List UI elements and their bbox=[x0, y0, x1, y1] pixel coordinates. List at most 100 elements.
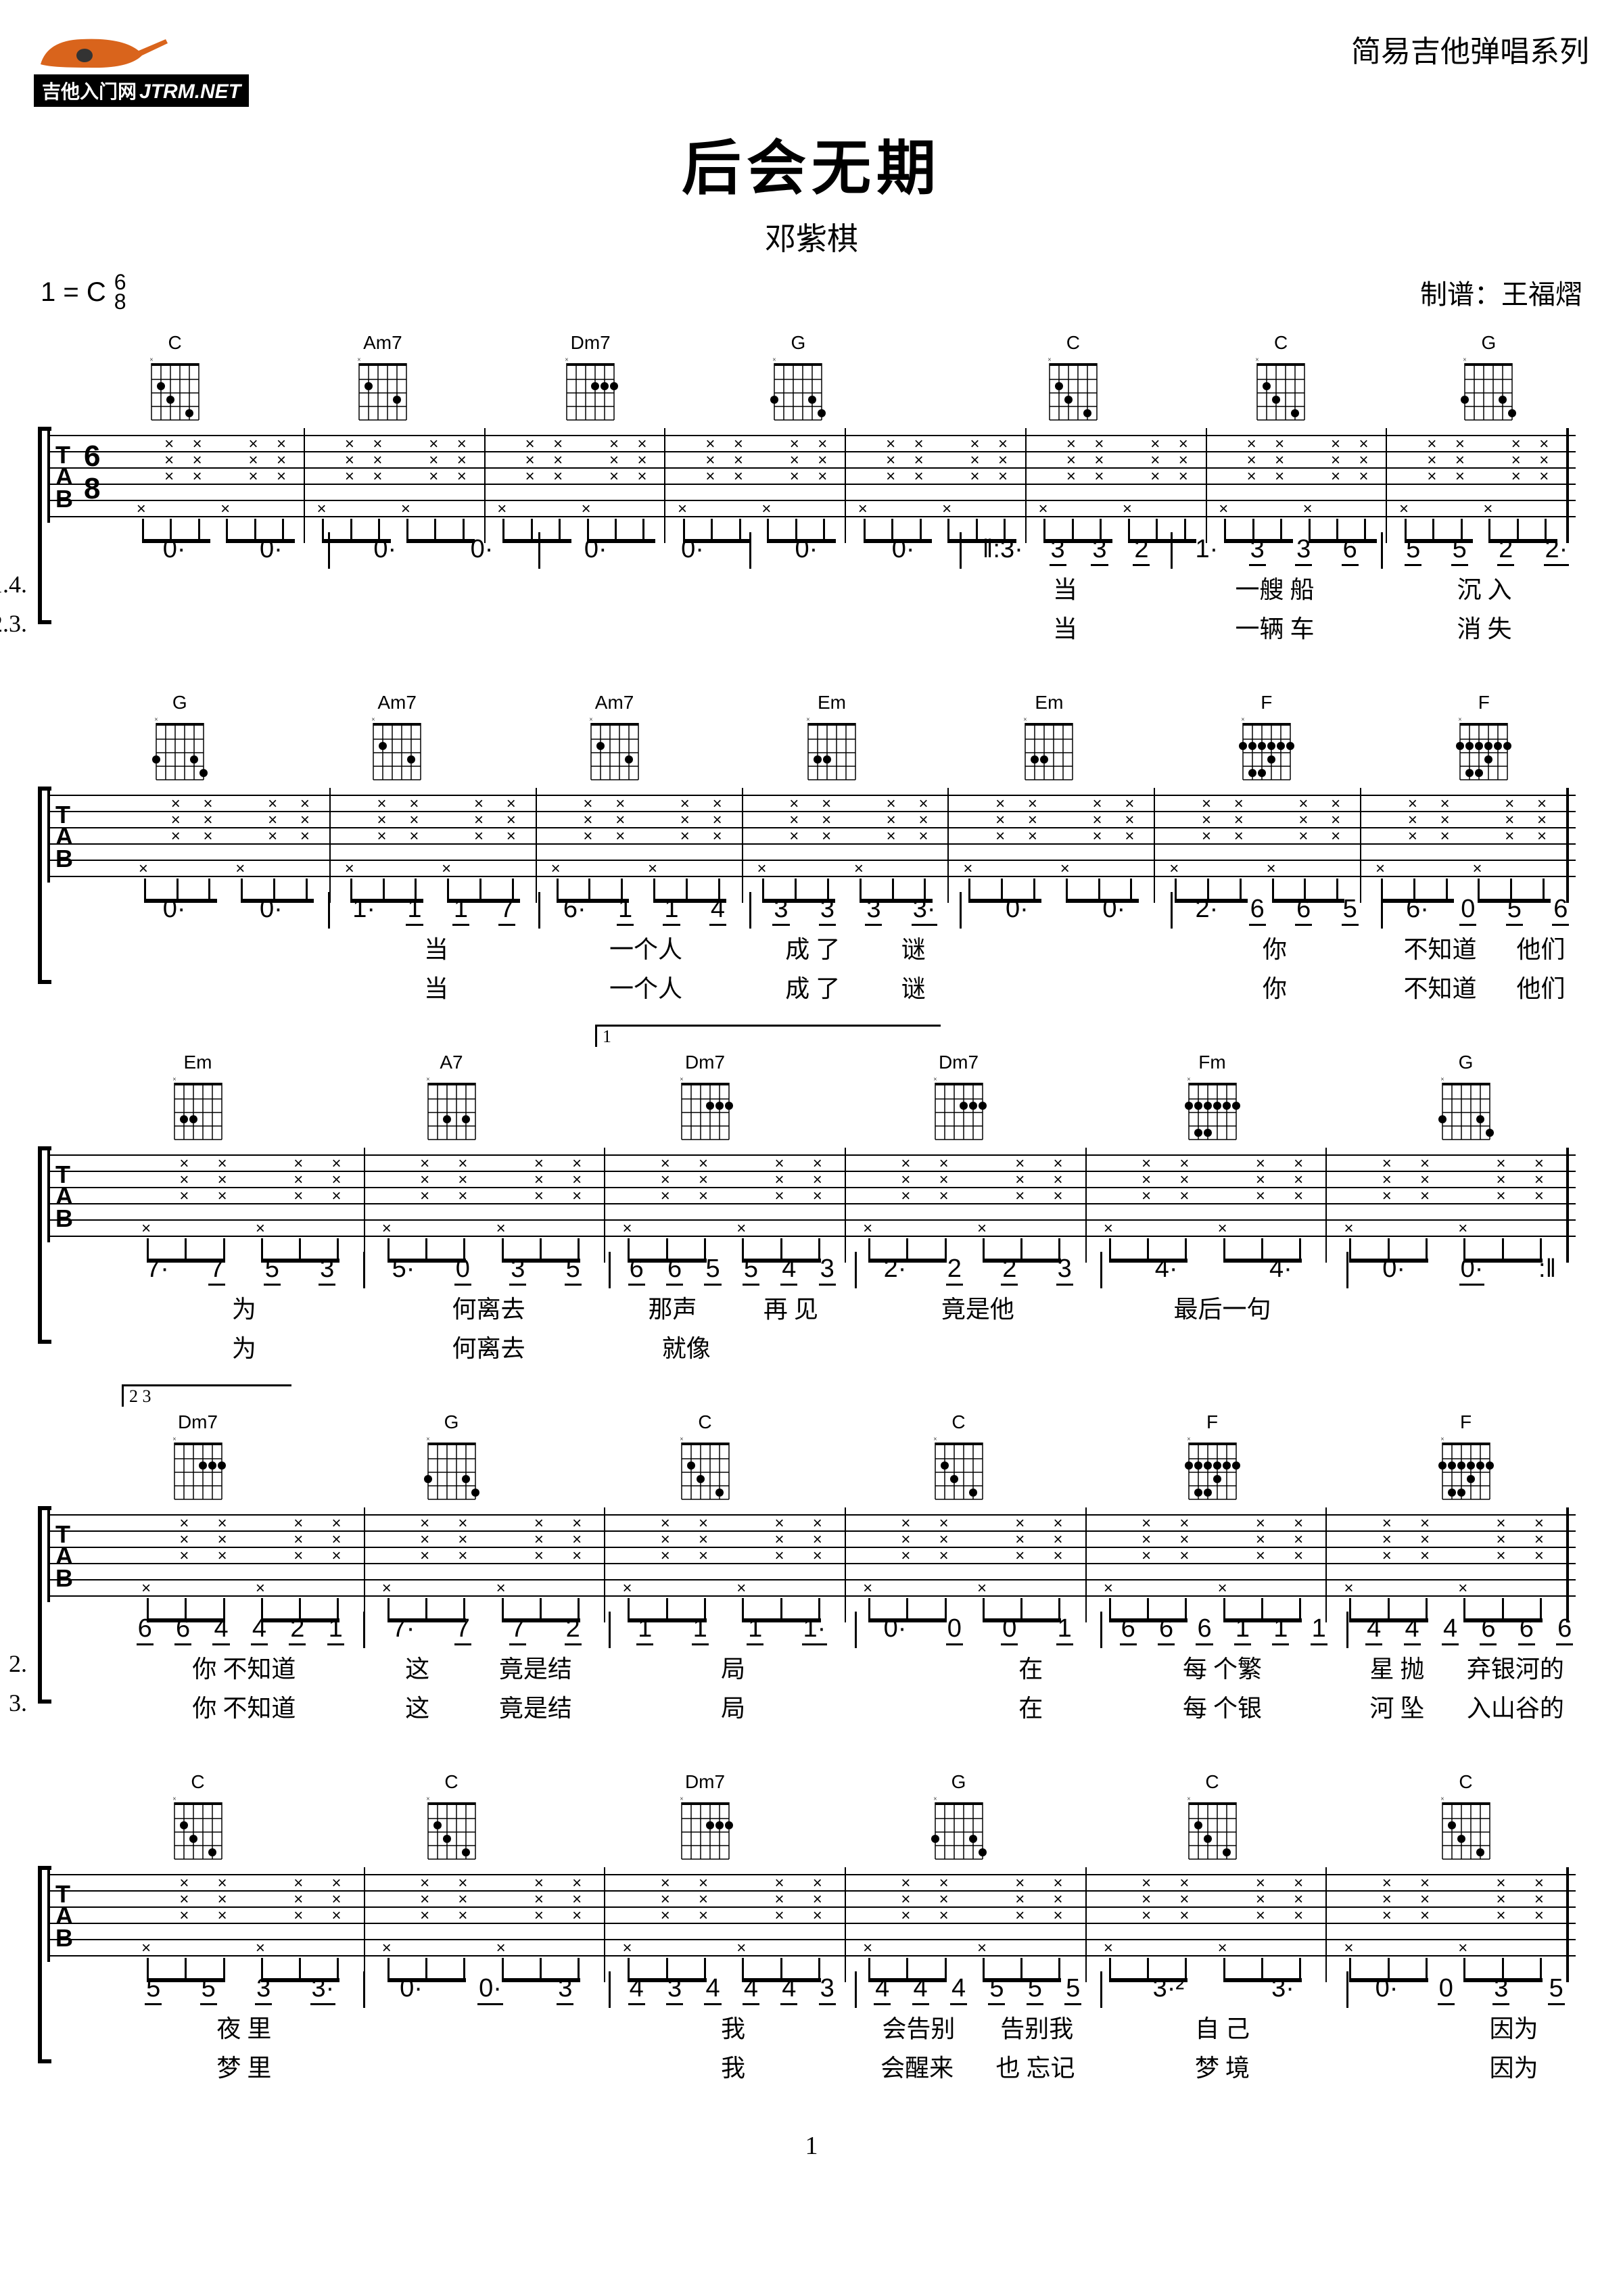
jianpu-note: 1 bbox=[1234, 1614, 1251, 1645]
chord-slot: Em× bbox=[726, 692, 937, 784]
volta-bracket: 1 bbox=[595, 1025, 941, 1047]
system: Em×A7×Dm7×Dm7×Fm×G×1TAB×××××××××××××××××… bbox=[34, 1052, 1589, 1364]
chord-slot: G× bbox=[698, 332, 899, 424]
jianpu-note: 1 bbox=[406, 895, 423, 926]
tab-bar: ×××××××××××××× bbox=[124, 788, 331, 903]
lyric-syllable: 这 bbox=[405, 1649, 429, 1685]
tab-bar: ×××××××××××××× bbox=[1387, 428, 1569, 543]
chord-name: C bbox=[1066, 332, 1080, 354]
chord-slot: C× bbox=[582, 1411, 828, 1503]
barline bbox=[538, 892, 540, 929]
barline bbox=[538, 532, 540, 569]
jianpu-note: 4 bbox=[912, 1974, 929, 2005]
jianpu-row: 7·7535·0356655432·2234·4·0·0·:‖ bbox=[34, 1255, 1589, 1286]
chord-name: Am7 bbox=[595, 692, 634, 713]
jianpu-bar: ‖:3·332 bbox=[964, 535, 1168, 566]
jianpu-note: 5 bbox=[988, 1974, 1005, 2005]
jianpu-bar: 444555 bbox=[860, 1974, 1098, 2005]
tab-bar: ×××××××××××××× bbox=[1327, 1507, 1569, 1622]
lyric-bar bbox=[960, 969, 1170, 1004]
jianpu-bar: 5522· bbox=[1386, 535, 1589, 566]
tab-staff: TAB×××××××××××××××××××××××××××××××××××××… bbox=[47, 1148, 1576, 1242]
lyric-bar: 在 bbox=[855, 1689, 1100, 1724]
svg-text:×: × bbox=[680, 1436, 684, 1443]
lyric-syllable: 消 失 bbox=[1457, 609, 1511, 645]
jianpu-note: 1· bbox=[802, 1614, 828, 1645]
jianpu-note: 4 bbox=[780, 1255, 797, 1286]
jianpu-note: 7 bbox=[454, 1614, 471, 1645]
jianpu-note: 2· bbox=[883, 1255, 908, 1286]
jianpu-note: 1 bbox=[663, 895, 680, 926]
jianpu-note: 0· bbox=[1459, 1255, 1485, 1286]
system: C×Am7×Dm7×G×C×C×G×TAB68×××××××××××××××××… bbox=[34, 332, 1589, 645]
jianpu-note: 1 bbox=[747, 1614, 763, 1645]
jianpu-note: 3 bbox=[819, 895, 836, 926]
jianpu-note: 2· bbox=[1194, 895, 1220, 926]
jianpu-note: 0· bbox=[793, 535, 819, 566]
logo-en: JTRM.NET bbox=[139, 80, 241, 103]
song-title: 后会无期 bbox=[34, 120, 1589, 206]
lyric-syllable: 每 个银 bbox=[1183, 1689, 1262, 1724]
lyric-bar: 自 己 bbox=[1100, 2009, 1345, 2044]
guitar-icon bbox=[34, 27, 169, 74]
chord-slot: Fm× bbox=[1089, 1052, 1336, 1144]
chord-row: Em×A7×Dm7×Dm7×Fm×G× bbox=[34, 1052, 1589, 1144]
lyric-bar bbox=[367, 2048, 611, 2084]
tab-bar: ×××××××××××××× bbox=[846, 1867, 1087, 1982]
lyric-syllable: 不知道 bbox=[1403, 969, 1476, 1004]
svg-text:×: × bbox=[1187, 1436, 1191, 1443]
lyric-bar: 一个人 bbox=[541, 930, 751, 965]
barline bbox=[855, 1971, 857, 2008]
jianpu-note: 0· bbox=[883, 1614, 908, 1645]
lyric-syllable: 每 个繁 bbox=[1183, 1649, 1262, 1685]
verse-number: 2. bbox=[0, 1649, 32, 1678]
jianpu-bar: 5533· bbox=[122, 1974, 360, 2005]
jianpu-note: :‖ bbox=[1537, 1255, 1557, 1286]
tab-clef: TAB bbox=[55, 1883, 73, 1949]
lyric-syllable: 当 bbox=[1053, 570, 1077, 605]
lyric-syllable: 我 bbox=[721, 2048, 745, 2084]
lyric-syllable: 河 坠 bbox=[1370, 1689, 1425, 1724]
chord-slot: C× bbox=[74, 332, 275, 424]
jianpu-note: 3 bbox=[255, 1974, 272, 2005]
jianpu-note: 6 bbox=[666, 1255, 683, 1286]
barline bbox=[960, 892, 962, 929]
barline bbox=[609, 1612, 611, 1648]
lyric-syllable: 谜 bbox=[901, 930, 926, 965]
tab-bar: ×××××××××××××× bbox=[365, 1867, 606, 1982]
jianpu-note: 5 bbox=[264, 1255, 281, 1286]
jianpu-note: 7 bbox=[509, 1614, 526, 1645]
logo-cn: 吉他入门网 bbox=[42, 77, 137, 104]
jianpu-note: 6 bbox=[174, 1614, 191, 1645]
chord-slot: Am7× bbox=[282, 332, 483, 424]
jianpu-note: 1 bbox=[327, 1614, 344, 1645]
svg-text:×: × bbox=[773, 356, 777, 364]
lyric-syllable: 那声 bbox=[649, 1290, 697, 1325]
lyric-syllable: 何离去 bbox=[452, 1290, 525, 1325]
tab-bar: ×××××××××××××× bbox=[605, 1148, 846, 1263]
lyric-syllable: 你 不知道 bbox=[192, 1649, 296, 1685]
jianpu-note: 4 bbox=[743, 1974, 759, 2005]
jianpu-note: 6 bbox=[137, 1614, 154, 1645]
barline bbox=[960, 532, 962, 569]
header: 吉他入门网 JTRM.NET 简易吉他弹唱系列 bbox=[34, 27, 1589, 107]
chord-row: C×C×Dm7×G×C×C× bbox=[34, 1771, 1589, 1863]
chord-name: C bbox=[698, 1411, 711, 1433]
jianpu-note: 7· bbox=[391, 1614, 417, 1645]
tab-bar: ×××××××××××××× bbox=[1087, 1507, 1327, 1622]
jianpu-note: 3 bbox=[509, 1255, 526, 1286]
tab-bar: ×××××××××××××× bbox=[1327, 1148, 1569, 1263]
lyric-bar bbox=[751, 570, 960, 605]
lyric-bar: 当 bbox=[960, 609, 1170, 645]
barline bbox=[363, 1971, 365, 2008]
jianpu-bar: 664421 bbox=[122, 1614, 360, 1645]
lyric-bar bbox=[122, 930, 331, 965]
svg-text:×: × bbox=[1241, 716, 1245, 724]
jianpu-bar: 665543 bbox=[613, 1255, 852, 1286]
jianpu-note: 3 bbox=[557, 1974, 573, 2005]
lyric-bar: 一辆 车 bbox=[1170, 609, 1380, 645]
jianpu-note: 4 bbox=[212, 1614, 229, 1645]
chord-name: Dm7 bbox=[571, 332, 611, 354]
chord-name: F bbox=[1478, 692, 1490, 713]
lyric-bar: 河 坠入山谷的 bbox=[1344, 1689, 1589, 1724]
